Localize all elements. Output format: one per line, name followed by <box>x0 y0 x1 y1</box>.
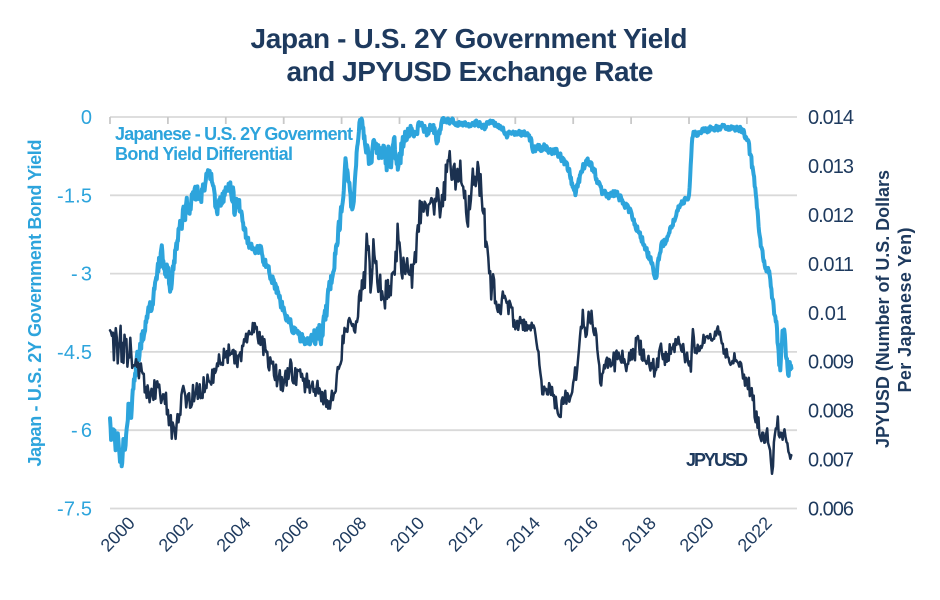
svg-text:JPYUSD: JPYUSD <box>686 450 748 470</box>
svg-text:-1.5: -1.5 <box>57 185 92 207</box>
svg-text:0.011: 0.011 <box>808 254 854 276</box>
svg-text:-7.5: -7.5 <box>57 499 92 521</box>
svg-text:0.014: 0.014 <box>808 107 854 129</box>
svg-text:Japan - U.S. 2Y Government Yie: Japan - U.S. 2Y Government Yield <box>251 23 688 54</box>
svg-text:0.012: 0.012 <box>808 205 854 227</box>
svg-text:0.006: 0.006 <box>808 499 854 521</box>
svg-text:Japan - U.S. 2Y Government Bon: Japan - U.S. 2Y Government Bond Yield <box>25 140 45 467</box>
svg-text:JPYUSD (Number of U.S. Dollars: JPYUSD (Number of U.S. Dollars <box>873 170 893 448</box>
svg-text:-4.5: -4.5 <box>57 342 92 364</box>
svg-text:Per Japanese Yen): Per Japanese Yen) <box>895 228 915 393</box>
svg-text:0.013: 0.013 <box>808 156 854 178</box>
svg-text:Japanese - U.S. 2Y Goverment: Japanese - U.S. 2Y Goverment <box>115 124 353 144</box>
svg-text:0: 0 <box>81 107 92 129</box>
svg-text:Bond Yield Differential: Bond Yield Differential <box>115 144 293 164</box>
svg-text:0.008: 0.008 <box>808 401 854 423</box>
svg-text:0.007: 0.007 <box>808 450 854 472</box>
svg-text:0.009: 0.009 <box>808 352 854 374</box>
svg-text:-6: -6 <box>71 420 92 442</box>
svg-text:and JPYUSD Exchange Rate: and JPYUSD Exchange Rate <box>287 56 654 87</box>
svg-text:-3: -3 <box>71 264 92 286</box>
svg-text:0.01: 0.01 <box>808 303 847 325</box>
